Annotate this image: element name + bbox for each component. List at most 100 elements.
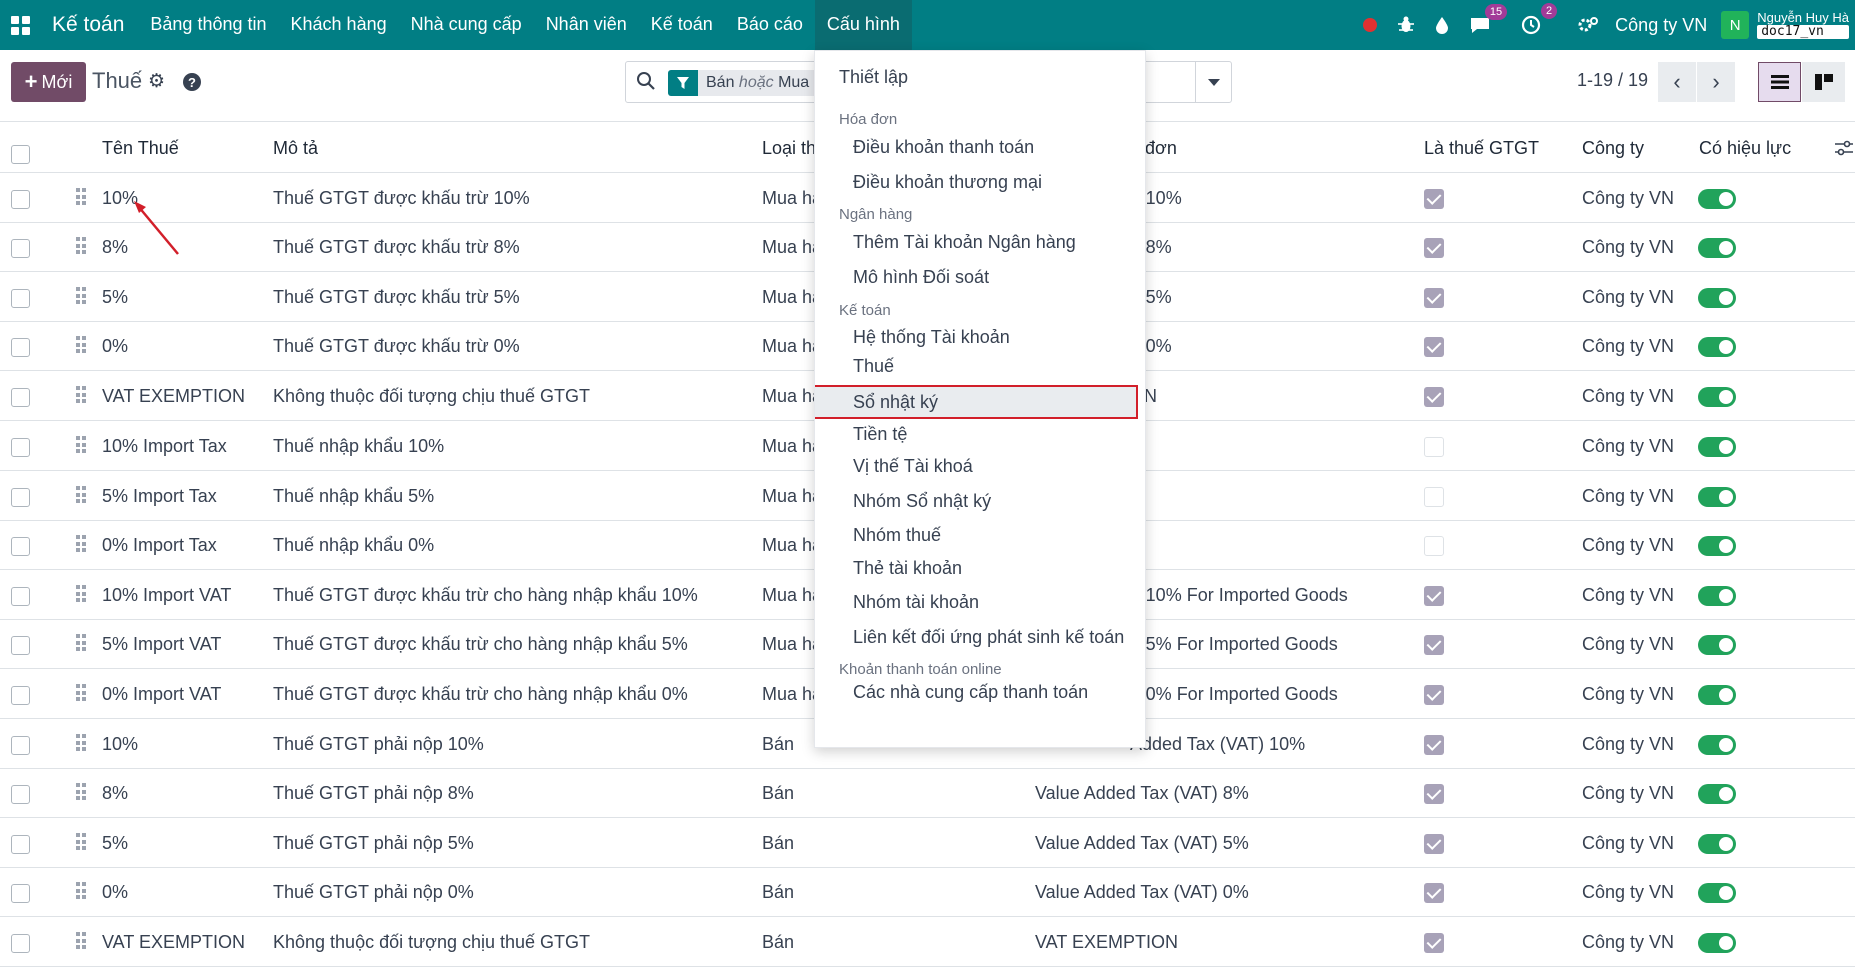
row-checkbox[interactable] — [11, 239, 30, 258]
row-checkbox[interactable] — [11, 736, 30, 755]
menu-reports[interactable]: Báo cáo — [736, 14, 803, 34]
row-checkbox[interactable] — [11, 835, 30, 854]
company-switch-icon[interactable] — [1577, 16, 1599, 34]
table-row[interactable]: 8% Thuế GTGT được khấu trừ 8% Mua hà T 8% Cô… — [0, 222, 1855, 272]
pager-value[interactable]: 1-19 / 19 — [1577, 70, 1649, 90]
is-vat-checkbox[interactable] — [1424, 238, 1444, 258]
apps-menu-icon[interactable] — [0, 0, 40, 50]
dropdown-item[interactable]: Nhóm tài khoản — [853, 592, 980, 612]
row-checkbox[interactable] — [11, 438, 30, 457]
dropdown-item[interactable]: Tiền tệ — [853, 424, 908, 444]
drag-handle-icon[interactable] — [76, 833, 86, 851]
drag-handle-icon[interactable] — [76, 287, 86, 305]
is-vat-checkbox[interactable] — [1424, 586, 1444, 606]
list-view-button[interactable] — [1758, 62, 1801, 102]
column-options-icon[interactable] — [1835, 139, 1853, 162]
active-toggle[interactable] — [1698, 536, 1736, 556]
row-checkbox[interactable] — [11, 884, 30, 903]
debug-bug-icon[interactable] — [1397, 16, 1415, 34]
is-vat-checkbox[interactable] — [1424, 337, 1444, 357]
help-icon[interactable]: ? — [183, 73, 201, 91]
activity-clock-icon[interactable]: 2 — [1521, 3, 1558, 35]
kanban-view-button[interactable] — [1802, 62, 1845, 102]
drag-handle-icon[interactable] — [76, 486, 86, 504]
dropdown-item-taxes[interactable]: Thuế — [853, 356, 895, 376]
menu-configuration[interactable]: Cấu hình — [814, 0, 912, 50]
search-options-toggle[interactable] — [1195, 62, 1231, 102]
table-row[interactable]: 5% Import VAT Thuế GTGT được khấu trừ cho… — [0, 619, 1855, 669]
dropdown-item[interactable]: Liên kết đối ứng phát sinh kế toán — [853, 627, 1125, 647]
row-checkbox[interactable] — [11, 636, 30, 655]
row-checkbox[interactable] — [11, 388, 30, 407]
is-vat-checkbox[interactable] — [1424, 387, 1444, 407]
is-vat-checkbox[interactable] — [1424, 635, 1444, 655]
table-row[interactable]: 0% Thuế GTGT phải nộp 0% Bán Value Added Ta… — [0, 867, 1855, 917]
dropdown-item[interactable]: Nhóm thuế — [853, 525, 942, 545]
active-toggle[interactable] — [1698, 735, 1736, 755]
drag-handle-icon[interactable] — [76, 932, 86, 950]
dropdown-item[interactable]: Thêm Tài khoản Ngân hàng — [853, 232, 1076, 252]
header-active[interactable]: Có hiệu lực — [1699, 138, 1792, 158]
menu-dashboard[interactable]: Bảng thông tin — [150, 14, 267, 34]
record-icon[interactable] — [1363, 18, 1378, 32]
dropdown-item[interactable]: Các nhà cung cấp thanh toán — [853, 682, 1089, 702]
row-checkbox[interactable] — [11, 488, 30, 507]
new-button[interactable]: + Mới — [11, 62, 86, 102]
dropdown-item[interactable]: Thiết lập — [839, 67, 909, 87]
is-vat-checkbox[interactable] — [1424, 189, 1444, 209]
row-checkbox[interactable] — [11, 587, 30, 606]
user-info[interactable]: Nguyễn Huy Hà doc17_vn — [1757, 11, 1849, 39]
is-vat-checkbox[interactable] — [1424, 437, 1444, 457]
active-toggle[interactable] — [1698, 685, 1736, 705]
drag-handle-icon[interactable] — [76, 336, 86, 354]
active-toggle[interactable] — [1698, 238, 1736, 258]
pager-previous-button[interactable]: ‹ — [1658, 62, 1696, 102]
active-toggle[interactable] — [1698, 834, 1736, 854]
is-vat-checkbox[interactable] — [1424, 933, 1444, 953]
menu-vendors[interactable]: Nhà cung cấp — [410, 14, 522, 34]
drag-handle-icon[interactable] — [76, 436, 86, 454]
active-toggle[interactable] — [1698, 586, 1736, 606]
drop-icon[interactable] — [1435, 16, 1449, 34]
header-company[interactable]: Công ty — [1582, 138, 1645, 158]
row-checkbox[interactable] — [11, 785, 30, 804]
drag-handle-icon[interactable] — [76, 783, 86, 801]
active-toggle[interactable] — [1698, 933, 1736, 953]
dropdown-item[interactable]: Điều khoản thanh toán — [853, 137, 1035, 157]
dropdown-item[interactable]: Hệ thống Tài khoản — [853, 327, 1010, 347]
filter-facet[interactable]: Bán hoặc Mua — [668, 70, 818, 96]
row-checkbox[interactable] — [11, 190, 30, 209]
row-checkbox[interactable] — [11, 686, 30, 705]
drag-handle-icon[interactable] — [76, 585, 86, 603]
drag-handle-icon[interactable] — [76, 882, 86, 900]
active-toggle[interactable] — [1698, 487, 1736, 507]
row-checkbox[interactable] — [11, 289, 30, 308]
table-row[interactable]: 0% Thuế GTGT được khấu trừ 0% Mua hà T 0% Cô… — [0, 321, 1855, 371]
company-name[interactable]: Công ty VN — [1615, 14, 1708, 35]
dropdown-item[interactable]: Nhóm Sổ nhật ký — [853, 491, 992, 511]
menu-accounting[interactable]: Kế toán — [650, 14, 713, 34]
table-row[interactable]: 8% Thuế GTGT phải nộp 8% Bán Value Added Ta… — [0, 768, 1855, 818]
active-toggle[interactable] — [1698, 784, 1736, 804]
table-row[interactable]: 0% Import VAT Thuế GTGT được khấu trừ cho… — [0, 669, 1855, 719]
table-row[interactable]: VAT EXEMPTION Không thuộc đối tượng chịu … — [0, 917, 1855, 967]
header-tax-name[interactable]: Tên Thuế — [102, 138, 179, 158]
active-toggle[interactable] — [1698, 883, 1736, 903]
active-toggle[interactable] — [1698, 189, 1736, 209]
header-is-vat[interactable]: Là thuế GTGT — [1424, 138, 1540, 158]
active-toggle[interactable] — [1698, 337, 1736, 357]
dropdown-item[interactable]: Thẻ tài khoản — [853, 558, 963, 578]
menu-employees[interactable]: Nhân viên — [545, 14, 627, 34]
row-checkbox[interactable] — [11, 338, 30, 357]
row-checkbox[interactable] — [11, 537, 30, 556]
drag-handle-icon[interactable] — [76, 734, 86, 752]
drag-handle-icon[interactable] — [76, 634, 86, 652]
is-vat-checkbox[interactable] — [1424, 735, 1444, 755]
select-all-checkbox[interactable] — [11, 145, 30, 164]
dropdown-item[interactable]: Điều khoản thương mại — [853, 172, 1042, 192]
chat-icon[interactable]: 15 — [1469, 4, 1508, 34]
header-description[interactable]: Mô tả — [273, 138, 319, 158]
active-toggle[interactable] — [1698, 635, 1736, 655]
user-avatar[interactable]: N — [1721, 11, 1750, 39]
is-vat-checkbox[interactable] — [1424, 784, 1444, 804]
